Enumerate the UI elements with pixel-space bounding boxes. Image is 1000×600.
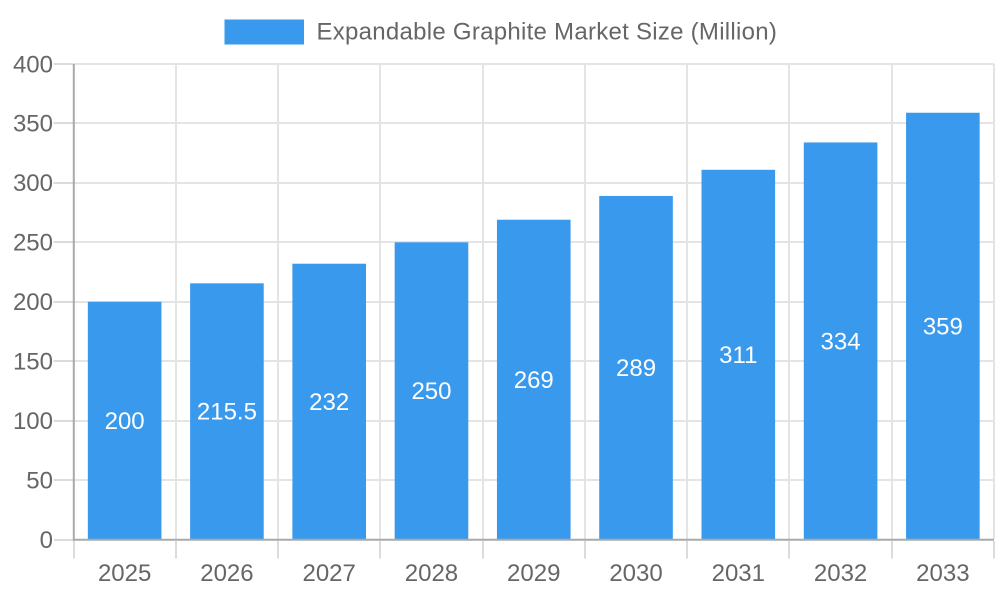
svg-text:2025: 2025 <box>98 560 151 587</box>
svg-text:289: 289 <box>616 355 656 382</box>
svg-text:2029: 2029 <box>507 560 560 587</box>
svg-text:2028: 2028 <box>405 560 458 587</box>
svg-text:232: 232 <box>309 389 349 416</box>
svg-text:2026: 2026 <box>200 560 253 587</box>
svg-text:100: 100 <box>13 408 53 435</box>
svg-text:Expandable Graphite Market Siz: Expandable Graphite Market Size (Million… <box>317 19 778 46</box>
svg-text:2027: 2027 <box>302 560 355 587</box>
svg-text:300: 300 <box>13 170 53 197</box>
svg-text:215.5: 215.5 <box>197 399 257 426</box>
svg-text:359: 359 <box>923 313 963 340</box>
svg-text:2032: 2032 <box>814 560 867 587</box>
svg-text:50: 50 <box>26 467 53 494</box>
svg-text:0: 0 <box>40 527 53 554</box>
svg-text:311: 311 <box>719 342 757 369</box>
svg-text:400: 400 <box>13 51 53 78</box>
svg-text:350: 350 <box>13 111 53 138</box>
svg-text:200: 200 <box>13 289 53 316</box>
svg-text:250: 250 <box>411 378 451 405</box>
svg-text:2033: 2033 <box>916 560 969 587</box>
svg-text:2030: 2030 <box>609 560 662 587</box>
svg-text:200: 200 <box>105 408 145 435</box>
svg-text:2031: 2031 <box>712 560 765 587</box>
svg-text:334: 334 <box>821 328 861 355</box>
svg-text:250: 250 <box>13 230 53 257</box>
svg-text:150: 150 <box>13 348 53 375</box>
svg-text:269: 269 <box>514 367 554 394</box>
